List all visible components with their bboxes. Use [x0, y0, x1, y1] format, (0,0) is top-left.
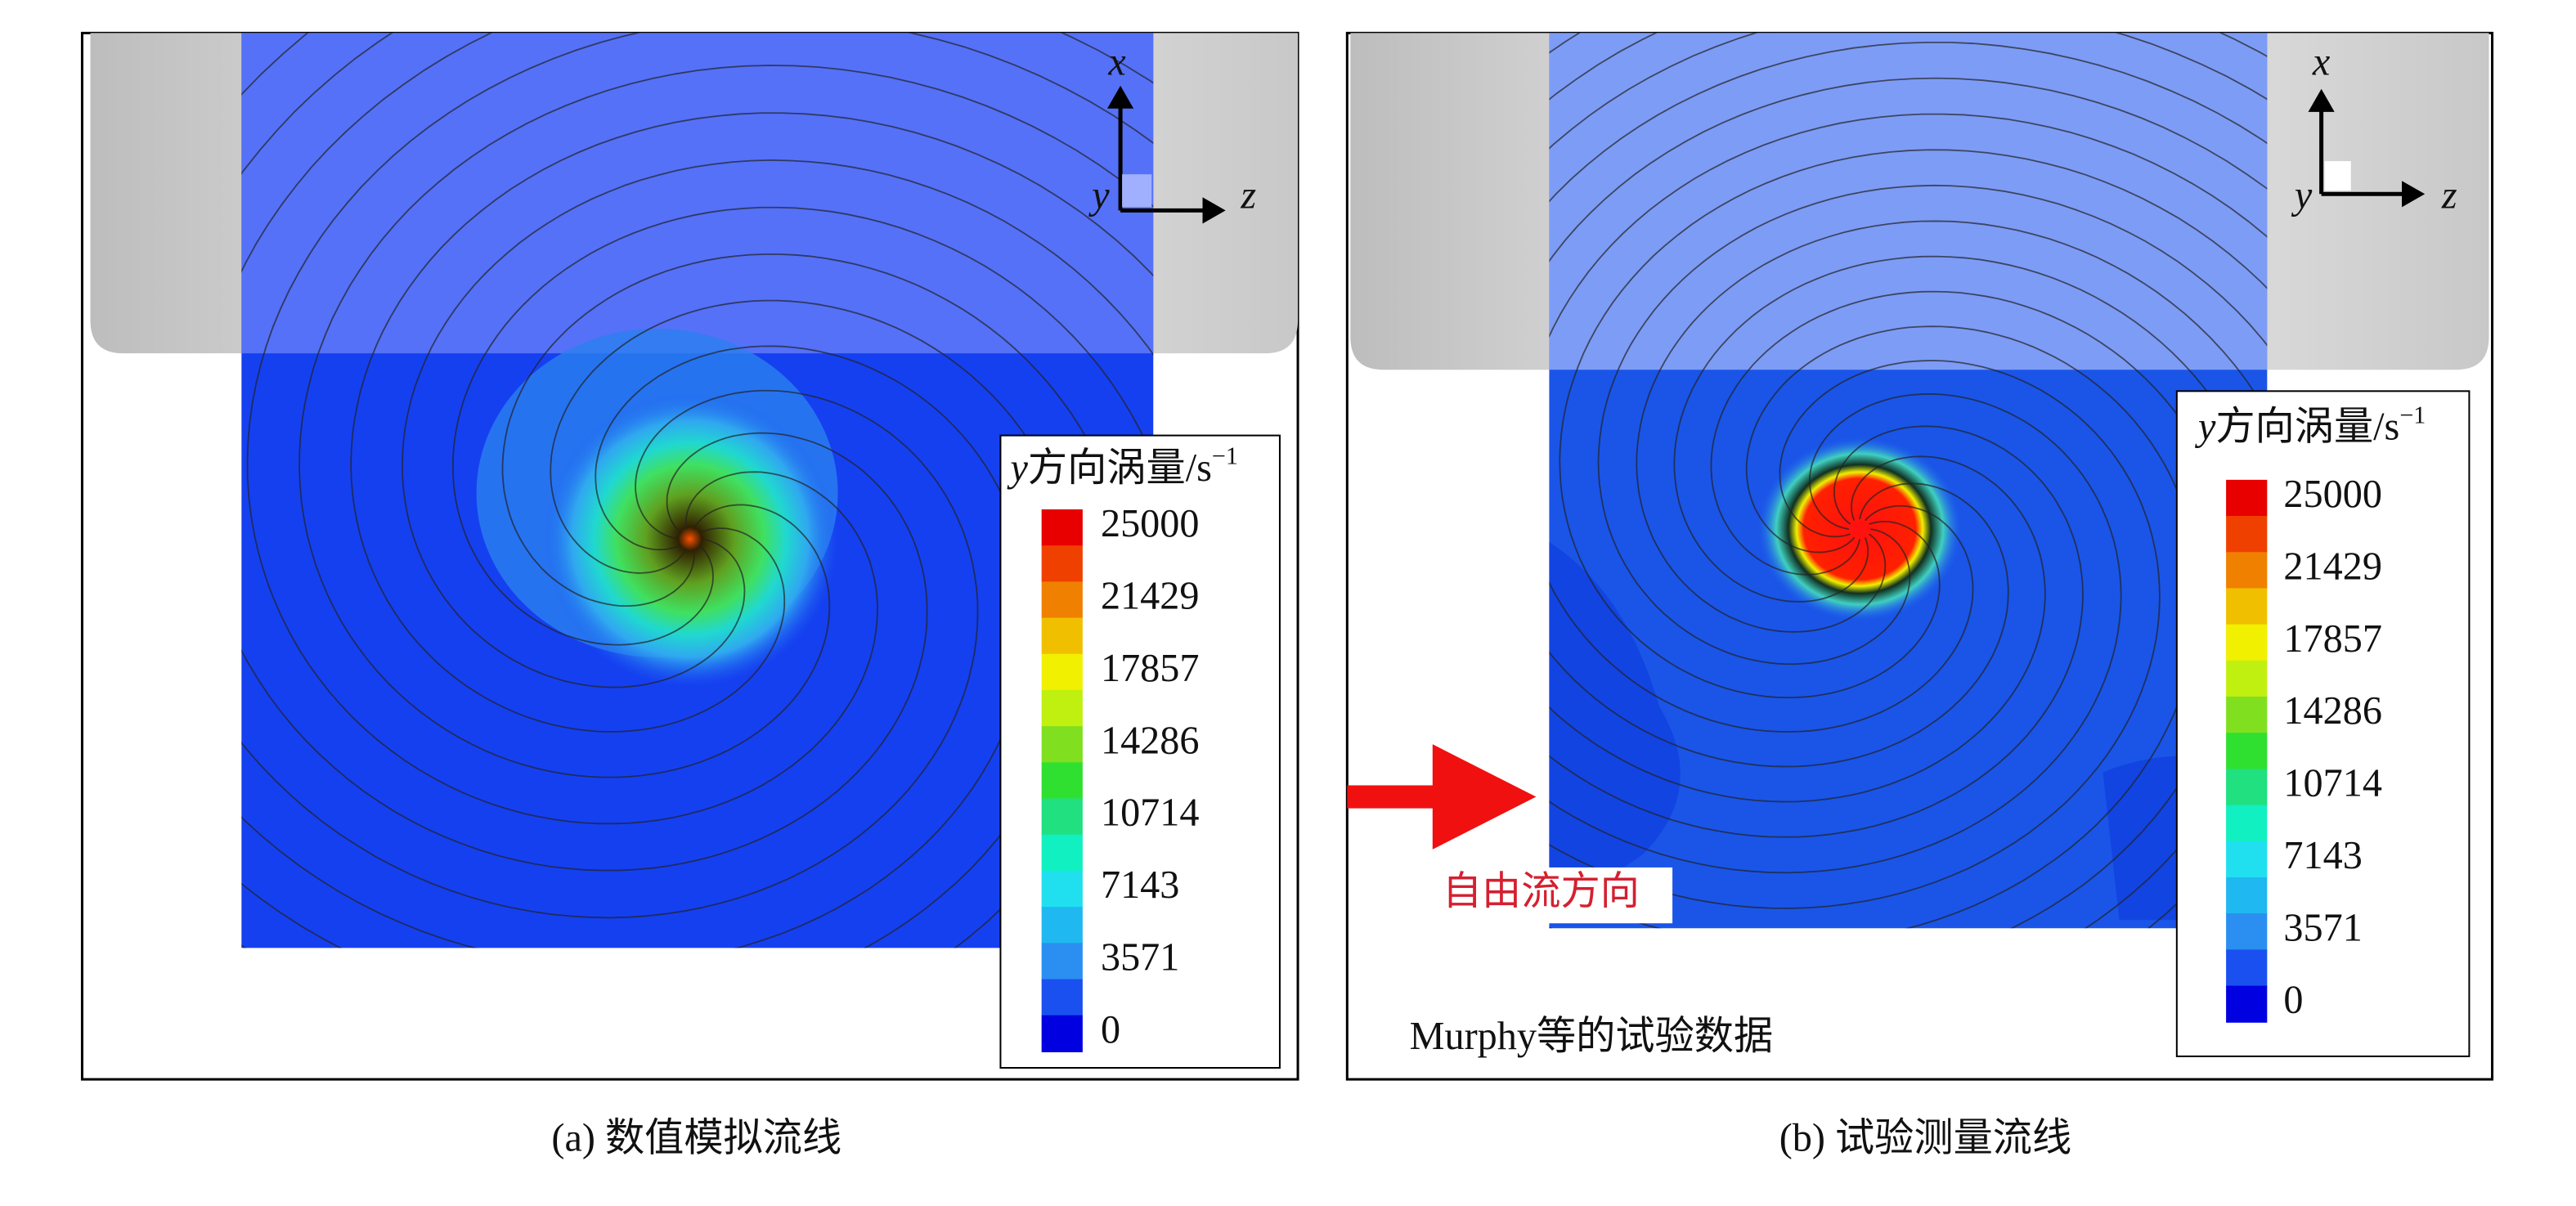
colorbar-band [2226, 949, 2268, 987]
colorbar-band [2226, 913, 2268, 951]
streamline [1549, 113, 2268, 733]
field-overlay [1549, 33, 2268, 370]
streamline [451, 206, 1154, 948]
colorbar-label: 21429 [1101, 575, 1200, 618]
annotation: 自由流方向 [1443, 870, 1640, 913]
colorbar-band [2226, 697, 2268, 734]
vortex [1757, 437, 1962, 621]
streamline [241, 33, 979, 919]
flow-arrow [1347, 744, 1537, 850]
colorbar-label: 7143 [2283, 834, 2362, 877]
colorbar-label: 21429 [2283, 545, 2382, 588]
annotation: Murphy等的试验数据 [1410, 1015, 1774, 1058]
colorbar-band [1041, 653, 1083, 691]
axis-label: x [1107, 41, 1126, 84]
colorbar-band [1041, 689, 1083, 728]
caption: (a) 数值模拟流线 [551, 1116, 841, 1159]
axes-icon [2308, 88, 2426, 208]
colorbar-band [2226, 769, 2268, 806]
colorbar-label: 25000 [2283, 473, 2382, 516]
streamline [1549, 41, 2268, 803]
colorbar-band [1041, 581, 1083, 619]
colorbar-label: 17857 [1101, 647, 1200, 690]
colorbar-band [1041, 870, 1083, 908]
colorbar: y方向涡量/s−1 25000 21429 17857 14286 10714 7143 3… [2175, 390, 2471, 1057]
streamline [1549, 33, 2268, 838]
colorbar-band [1041, 798, 1083, 836]
colorbar-label: 0 [2283, 979, 2303, 1022]
streamline [402, 159, 1154, 948]
caption: (b) 试验测量流线 [1779, 1116, 2071, 1159]
field-overlay [241, 33, 1154, 354]
colorbar-band [2226, 660, 2268, 698]
colorbar-label: 14286 [1101, 719, 1200, 762]
colorbar-band [1041, 617, 1083, 655]
streamline [1597, 184, 2268, 929]
colorbar-box [2175, 390, 2471, 1057]
streamline [1549, 77, 2268, 768]
colorbar-band [1041, 943, 1083, 980]
axis-label: x [2312, 41, 2331, 84]
colorbar-band [2226, 985, 2268, 1023]
colorbar-title: y方向涡量/s−1 [1006, 442, 1237, 490]
streamline [241, 33, 1154, 872]
streamline [246, 33, 1154, 825]
colorbar-label: 17857 [2283, 617, 2382, 661]
panel-a: x y z y方向涡量/s−1 25000 21429 17857 14286 1071… [80, 31, 1299, 1159]
streamline [1636, 220, 2268, 929]
colorbar-label: 10714 [1101, 791, 1200, 835]
colorbar-band [2226, 733, 2268, 770]
colorbar-band [2226, 876, 2268, 915]
colorbar-label: 0 [1101, 1008, 1120, 1051]
axis-label: z [1240, 173, 1256, 217]
colorbar-label: 7143 [1101, 863, 1179, 907]
colorbar-band [1041, 907, 1083, 944]
colorbar-title: y方向涡量/s−1 [2194, 401, 2426, 448]
streamline [1549, 33, 2161, 909]
colorbar-label: 3571 [1101, 936, 1179, 980]
colorbar-band [1041, 762, 1083, 800]
streamline [1549, 33, 2268, 874]
streamline [298, 65, 1154, 778]
colorbar-label: 14286 [2283, 689, 2382, 733]
streamline [241, 33, 1030, 948]
colorbar-band [2226, 479, 2268, 518]
streamline [1673, 255, 2268, 929]
axis-label: z [2441, 173, 2457, 217]
colorbar-band [1041, 545, 1083, 583]
panel-b: 自由流方向 Murphy等的试验数据 x y z y方向涡量/s−1 25000… [1345, 31, 2494, 1159]
streamline [350, 112, 1154, 733]
axis-label: y [1088, 173, 1110, 217]
axes-icon [1107, 85, 1226, 224]
vortex [541, 391, 838, 687]
axis-label: y [2291, 173, 2313, 217]
colorbar-band [2226, 841, 2268, 878]
colorbar-band [1041, 726, 1083, 764]
streamline [241, 253, 1133, 948]
colorbar-band [2226, 588, 2268, 625]
colorbar-label: 10714 [2283, 762, 2382, 805]
colorbar-band [1041, 1015, 1083, 1052]
colorbar-band [1041, 979, 1083, 1016]
colorbar-band [2226, 805, 2268, 842]
colorbar-band [1041, 509, 1083, 547]
colorbar-label: 25000 [1101, 502, 1200, 545]
colorbar-band [2226, 552, 2268, 590]
colorbar-label: 3571 [2283, 906, 2362, 949]
colorbar-band [2226, 624, 2268, 661]
colorbar: y方向涡量/s−1 25000 21429 17857 14286 10714 7143 3… [999, 434, 1281, 1069]
streamline [1559, 149, 2268, 929]
colorbar-band [1041, 834, 1083, 872]
colorbar-band [2226, 516, 2268, 554]
label-bg [1429, 867, 1673, 924]
